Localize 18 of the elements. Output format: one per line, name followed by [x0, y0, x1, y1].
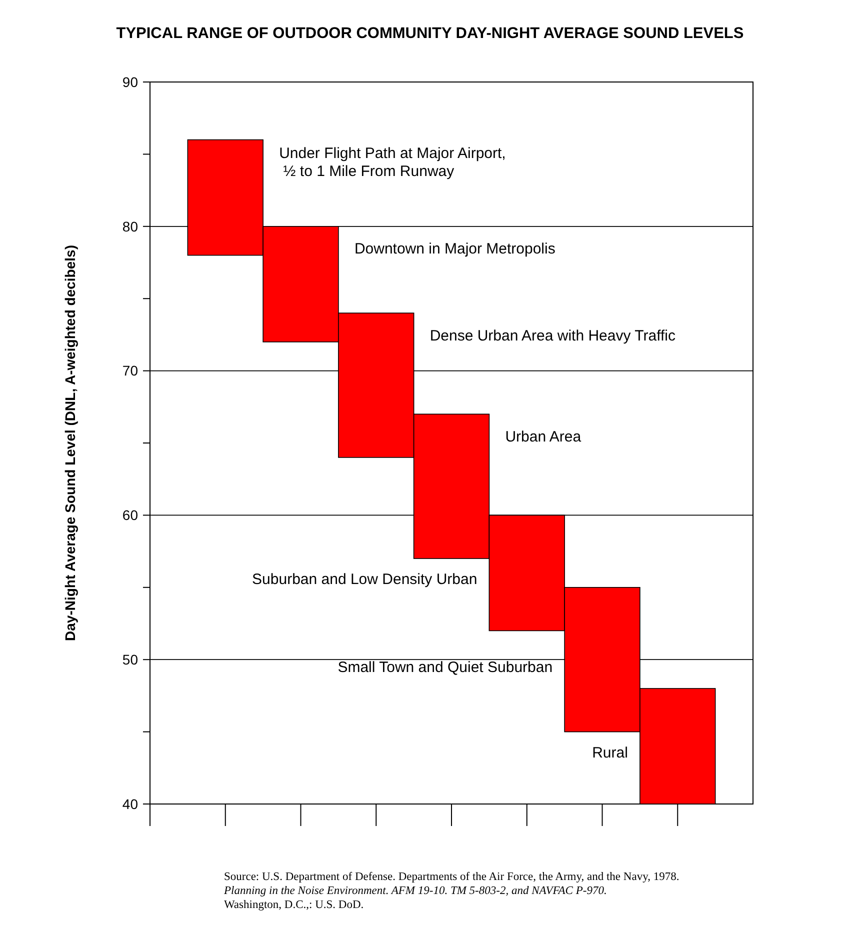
- annotation: Downtown in Major Metropolis: [354, 240, 556, 258]
- source-note: Source: U.S. Department of Defense. Departments of the Air Force, the Army, and the Navy, 1978.: [224, 871, 680, 883]
- annotation: Under Flight Path at Major Airport, ½ to 1 Mile From Runway: [279, 145, 506, 180]
- y-tick-label: 70: [122, 362, 138, 379]
- annotation: Urban Area: [505, 428, 582, 446]
- y-tick-label: 90: [122, 74, 138, 90]
- y-tick-label: 60: [122, 507, 138, 524]
- y-axis-title: Day-Night Average Sound Level (DNL, A-weighted decibels): [62, 245, 78, 641]
- annotation: Dense Urban Area with Heavy Traffic: [430, 327, 676, 344]
- annotation: Small Town and Quiet Suburban: [338, 659, 553, 676]
- chart-title: TYPICAL RANGE OF OUTDOOR COMMUNITY DAY-NIGHT AVERAGE SOUND LEVELS: [116, 25, 744, 42]
- y-tick-label: 80: [122, 218, 138, 234]
- text: Planning in the Noise Environment. AFM 19-10. TM 5-803-2, and NAVFAC P-970.: [223, 885, 607, 897]
- text: Washington, D.C.,: U.S. DoD.: [224, 899, 364, 911]
- y-tick-label: 40: [122, 796, 138, 812]
- y-tick-label: 50: [122, 652, 138, 668]
- annotation: Rural: [592, 744, 628, 762]
- annotation: Suburban and Low Density Urban: [252, 570, 478, 588]
